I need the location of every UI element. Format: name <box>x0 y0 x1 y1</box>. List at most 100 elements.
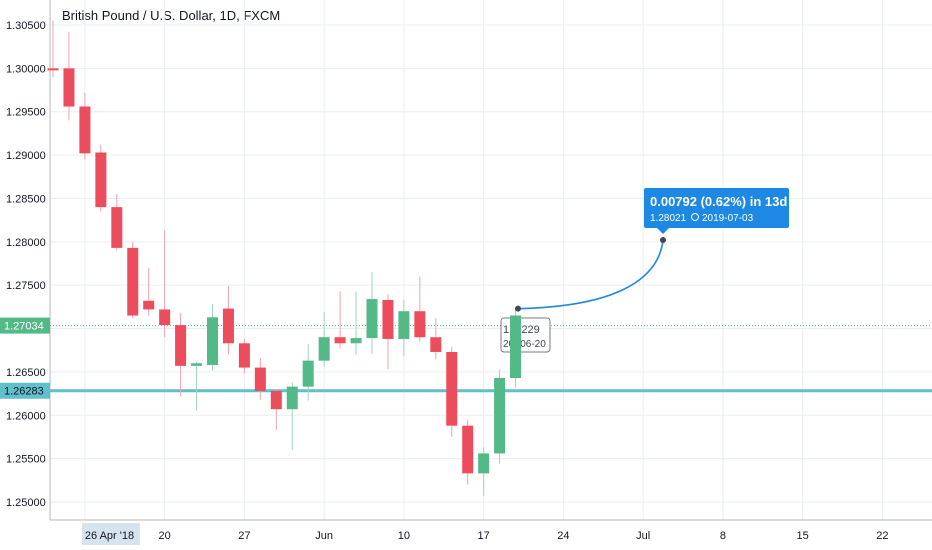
candle-body <box>238 343 250 368</box>
candle <box>462 419 474 485</box>
y-tick-label: 1.28500 <box>6 193 46 205</box>
candle <box>254 358 266 400</box>
current-price-label-bg <box>0 317 50 334</box>
candle-body <box>222 308 234 344</box>
candle-body <box>286 386 298 410</box>
candle <box>270 389 282 431</box>
candle-body <box>95 152 107 208</box>
candle <box>95 144 107 212</box>
candle <box>430 318 442 359</box>
candle <box>414 276 426 342</box>
candle-body <box>191 363 203 366</box>
candle-body <box>143 300 155 310</box>
candle <box>159 230 171 338</box>
candle <box>382 293 394 370</box>
candle-body <box>47 68 59 71</box>
candle-body <box>446 351 458 426</box>
x-tick-label: 22 <box>876 530 888 542</box>
candle <box>334 291 346 349</box>
candle <box>286 382 298 450</box>
y-tick-label: 1.30000 <box>6 63 46 75</box>
candle-body <box>175 325 187 366</box>
support-price-label: 1.26283 <box>0 382 50 399</box>
candle <box>350 291 362 355</box>
projection-curve <box>517 239 664 310</box>
x-tick-label: 17 <box>478 530 490 542</box>
y-tick-label: 1.26000 <box>6 410 46 422</box>
candle-body <box>494 377 506 454</box>
candle <box>222 286 234 355</box>
y-tick-label: 1.28000 <box>6 237 46 249</box>
projection-callout-bg <box>644 188 789 228</box>
candle-body <box>382 299 394 339</box>
candle <box>494 369 506 464</box>
candle-body <box>350 338 362 344</box>
candle <box>302 344 314 401</box>
candle-body <box>302 360 314 387</box>
x-tick-label: 8 <box>720 530 726 542</box>
y-tick-label: 1.29000 <box>6 150 46 162</box>
grid <box>50 0 932 520</box>
candle-body <box>366 299 378 339</box>
candle-body <box>318 337 330 361</box>
y-tick-label: 1.27500 <box>6 280 46 292</box>
candle <box>478 447 490 496</box>
projection-callout-change: 0.00792 (0.62%) in 13d <box>650 194 787 209</box>
candle <box>127 241 139 319</box>
x-tick-label: 24 <box>557 530 569 542</box>
candle-body <box>159 309 171 326</box>
candle <box>63 31 75 121</box>
candle-body <box>334 337 346 344</box>
candle-body <box>207 317 218 365</box>
candles <box>47 20 522 496</box>
candle-body-overlay <box>510 315 522 378</box>
candle-body <box>478 453 490 474</box>
candle <box>111 194 123 251</box>
x-tick-label: 27 <box>238 530 250 542</box>
x-tick-label: 20 <box>159 530 171 542</box>
x-tick-label: 15 <box>797 530 809 542</box>
candle-body <box>398 311 410 339</box>
candle-body <box>254 367 266 391</box>
y-tick-label: 1.25500 <box>6 454 46 466</box>
projection-callout-price: 1.28021 <box>650 213 687 224</box>
candle-body <box>270 390 282 410</box>
candle <box>318 312 330 367</box>
candle-body <box>63 68 75 107</box>
candle <box>366 272 378 354</box>
candle <box>143 267 155 316</box>
x-tick-label: 10 <box>398 530 410 542</box>
projection-callout: 0.00792 (0.62%) in 13d 1.28021 2019-07-03 <box>644 188 789 234</box>
projection-start-point <box>515 305 521 312</box>
candle <box>175 312 187 397</box>
candle-body <box>430 337 442 352</box>
candle-body <box>462 425 474 474</box>
x-tick-highlight <box>81 523 140 545</box>
y-tick-label: 1.30500 <box>6 20 46 32</box>
projection-start-date: 20 -06-20 <box>503 339 546 350</box>
candle <box>398 299 410 357</box>
y-tick-label: 1.26500 <box>6 367 46 379</box>
candle <box>79 92 91 160</box>
candle-body <box>79 106 91 154</box>
projection-callout-pointer <box>657 228 669 234</box>
clock-icon <box>691 213 699 221</box>
candle <box>191 361 203 411</box>
x-tick-label: Jun <box>315 530 333 542</box>
chart-title: British Pound / U.S. Dollar, 1D, FXCM <box>62 8 281 23</box>
projection-start-price: 1.2 229 <box>503 324 540 336</box>
candle-body <box>127 247 139 316</box>
x-tick-label: Jul <box>636 530 650 542</box>
candle <box>238 338 250 374</box>
current-price-label: 1.27034 <box>0 317 50 334</box>
y-tick-label: 1.25000 <box>6 497 46 509</box>
candle-body <box>414 311 426 338</box>
support-price-label-bg <box>0 382 50 399</box>
projection-end-point <box>660 236 666 243</box>
projection-callout-date: 2019-07-03 <box>702 213 754 224</box>
candle <box>207 304 218 372</box>
x-tick-label: 26 Apr '18 <box>85 530 134 542</box>
candle <box>446 346 458 437</box>
current-price-label-text: 1.27034 <box>4 321 44 333</box>
